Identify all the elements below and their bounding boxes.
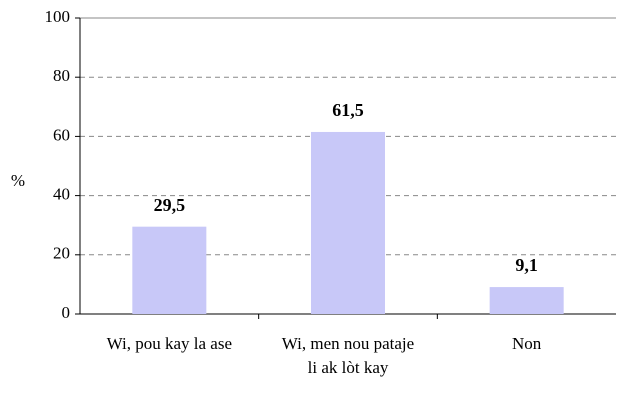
bar — [489, 287, 564, 314]
bar — [132, 226, 207, 314]
x-tick-label: Wi, pou kay la ase — [106, 334, 232, 353]
y-tick-label: 100 — [45, 7, 71, 26]
y-tick-label: 20 — [53, 244, 70, 263]
y-axis-label: % — [11, 171, 25, 190]
x-tick-label: Wi, men nou pataje li ak lòt kay — [281, 334, 415, 377]
y-tick-label: 0 — [62, 303, 71, 322]
value-label: 61,5 — [332, 100, 364, 120]
bar — [311, 131, 385, 314]
y-tick-label: 60 — [53, 125, 70, 144]
y-tick-label: 40 — [53, 185, 70, 204]
x-tick-label: Non — [512, 334, 542, 353]
value-label: 9,1 — [515, 255, 538, 275]
value-label: 29,5 — [154, 195, 186, 215]
y-tick-label: 80 — [53, 66, 70, 85]
